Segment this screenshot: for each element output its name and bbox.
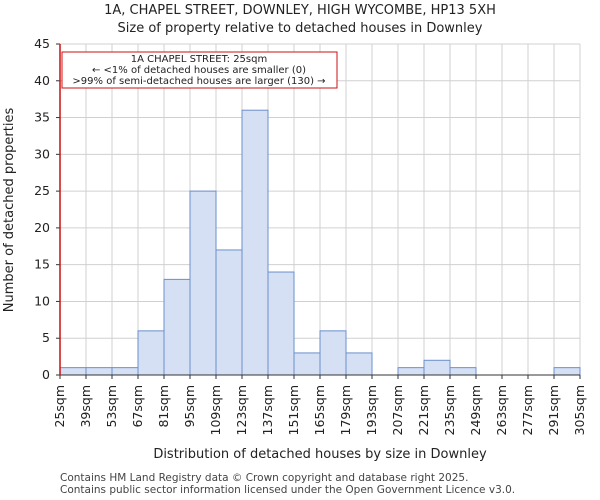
bar-179sqm [345,352,373,376]
bar-53sqm [111,367,139,376]
x-tick-label-249sqm: 249sqm [468,385,483,435]
bars [59,109,581,376]
x-tick-label-53sqm: 53sqm [104,385,119,428]
annotation-line-2: ← <1% of detached houses are smaller (0) [92,65,306,76]
y-tick-label-8: 40 [34,73,50,88]
x-tick-label-179sqm: 179sqm [338,385,353,435]
footer-line-2: Contains public sector information licen… [60,484,516,496]
bar-95sqm [189,190,217,376]
x-tick-label-193sqm: 193sqm [364,385,379,435]
bar-235sqm [449,367,477,376]
bar-67sqm [137,330,165,376]
chart-title-line-2: Size of property relative to detached ho… [118,21,483,36]
y-tick-label-0: 0 [42,367,50,382]
x-tick-label-39sqm: 39sqm [78,385,93,428]
y-tick-label-7: 35 [34,110,50,125]
bar-165sqm [319,330,347,376]
x-tick-label-277sqm: 277sqm [520,385,535,435]
y-tick-label-9: 45 [34,36,50,51]
bar-109sqm [215,249,243,376]
y-tick-label-4: 20 [34,220,50,235]
x-tick-label-221sqm: 221sqm [416,385,431,435]
chart-title-line-1: 1A, CHAPEL STREET, DOWNLEY, HIGH WYCOMBE… [104,3,496,18]
x-tick-label-165sqm: 165sqm [312,385,327,435]
x-tick-label-81sqm: 81sqm [156,385,171,428]
x-axis-label: Distribution of detached houses by size … [153,447,487,462]
x-tick-label-305sqm: 305sqm [572,385,587,435]
axes: 0 5 10 15 20 25 30 35 40 45 25sqm 39sqm 53sqm 67sqm 81… [34,36,587,435]
y-tick-label-1: 5 [42,330,50,345]
bar-39sqm [85,367,113,376]
bar-81sqm [163,278,191,376]
annotation-line-1: 1A CHAPEL STREET: 25sqm [131,54,267,65]
bar-151sqm [293,352,321,376]
x-tick-label-123sqm: 123sqm [234,385,249,435]
bar-137sqm [267,271,295,376]
y-tick-label-5: 25 [34,183,50,198]
x-tick-label-151sqm: 151sqm [286,385,301,435]
y-axis-label: Number of detached properties [2,108,17,313]
x-tick-label-137sqm: 137sqm [260,385,275,435]
x-tick-label-95sqm: 95sqm [182,385,197,428]
x-tick-label-263sqm: 263sqm [494,385,509,435]
bar-123sqm [241,109,269,376]
y-tick-label-2: 10 [34,293,50,308]
bar-291sqm [553,367,581,376]
x-tick-label-25sqm: 25sqm [52,385,67,428]
x-tick-label-235sqm: 235sqm [442,385,457,435]
bar-25sqm [59,367,87,376]
x-tick-label-109sqm: 109sqm [208,385,223,435]
grid-lines [59,43,581,376]
annotation-line-3: >99% of semi-detached houses are larger … [72,76,325,87]
x-tick-label-207sqm: 207sqm [390,385,405,435]
footer-line-1: Contains HM Land Registry data © Crown c… [60,472,469,484]
x-tick-label-291sqm: 291sqm [546,385,561,435]
x-tick-label-67sqm: 67sqm [130,385,145,428]
y-tick-label-3: 15 [34,257,50,272]
y-tick-label-6: 30 [34,146,50,161]
annotation-box [61,51,338,89]
bar-207sqm [397,367,425,376]
bar-221sqm [423,359,451,376]
